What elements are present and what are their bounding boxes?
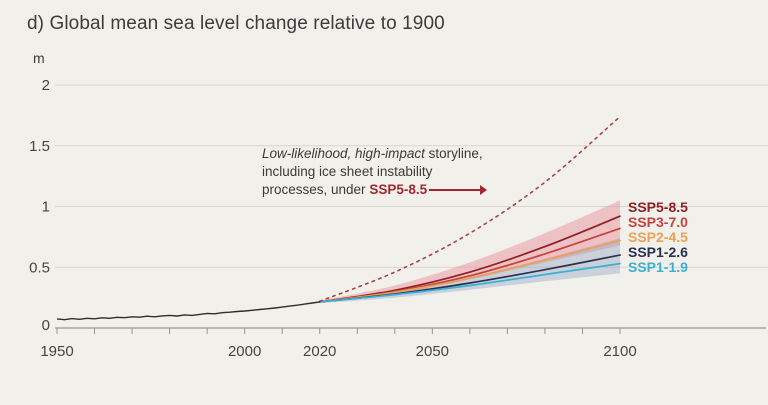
legend-item-ssp1-26: SSP1-2.6 <box>628 244 688 260</box>
svg-text:0.5: 0.5 <box>29 259 50 276</box>
y-axis-unit: m <box>33 50 45 66</box>
historical-line <box>56 301 320 321</box>
annotation-line3: processes, under SSP5-8.5 <box>262 181 488 199</box>
svg-text:2020: 2020 <box>303 343 336 360</box>
annotation-arrow-icon <box>429 185 488 196</box>
storyline-dashed-line <box>318 115 621 303</box>
ssp1-uncertainty-band <box>319 238 620 304</box>
svg-text:2: 2 <box>42 77 50 94</box>
gridlines <box>55 84 768 268</box>
legend-item-ssp5-85: SSP5-8.5 <box>628 199 688 215</box>
series-line-ssp1-1.9 <box>318 262 621 303</box>
svg-text:0: 0 <box>42 317 50 334</box>
y-tick-labels: 0 0.5 1 1.5 2 <box>29 77 50 334</box>
annotation-line1: Low-likelihood, high-impact storyline, <box>262 146 483 161</box>
scenario-legend: SSP5-8.5 SSP3-7.0 SSP2-4.5 SSP1-2.6 SSP1… <box>628 200 688 275</box>
legend-item-ssp1-19: SSP1-1.9 <box>628 259 688 275</box>
svg-text:2050: 2050 <box>416 343 449 360</box>
figure-title: d) Global mean sea level change relative… <box>27 13 445 34</box>
storyline-annotation: Low-likelihood, high-impact storyline, i… <box>262 145 488 199</box>
legend-item-ssp2-45: SSP2-4.5 <box>628 229 688 245</box>
svg-text:2100: 2100 <box>603 343 636 360</box>
annotation-line2: including ice sheet instability <box>262 164 433 179</box>
legend-item-ssp3-70: SSP3-7.0 <box>628 214 688 230</box>
annotation-scenario-label: SSP5-8.5 <box>369 182 428 197</box>
x-tick-labels: 1950 2000 2020 2050 2100 <box>40 343 636 360</box>
svg-text:1.5: 1.5 <box>29 138 50 155</box>
x-axis <box>55 327 766 334</box>
ssp585-uncertainty-band <box>319 200 620 304</box>
svg-text:1: 1 <box>42 199 50 216</box>
series-line-ssp2-4.5 <box>318 239 621 303</box>
svg-text:1950: 1950 <box>40 343 73 360</box>
svg-text:2000: 2000 <box>228 343 261 360</box>
